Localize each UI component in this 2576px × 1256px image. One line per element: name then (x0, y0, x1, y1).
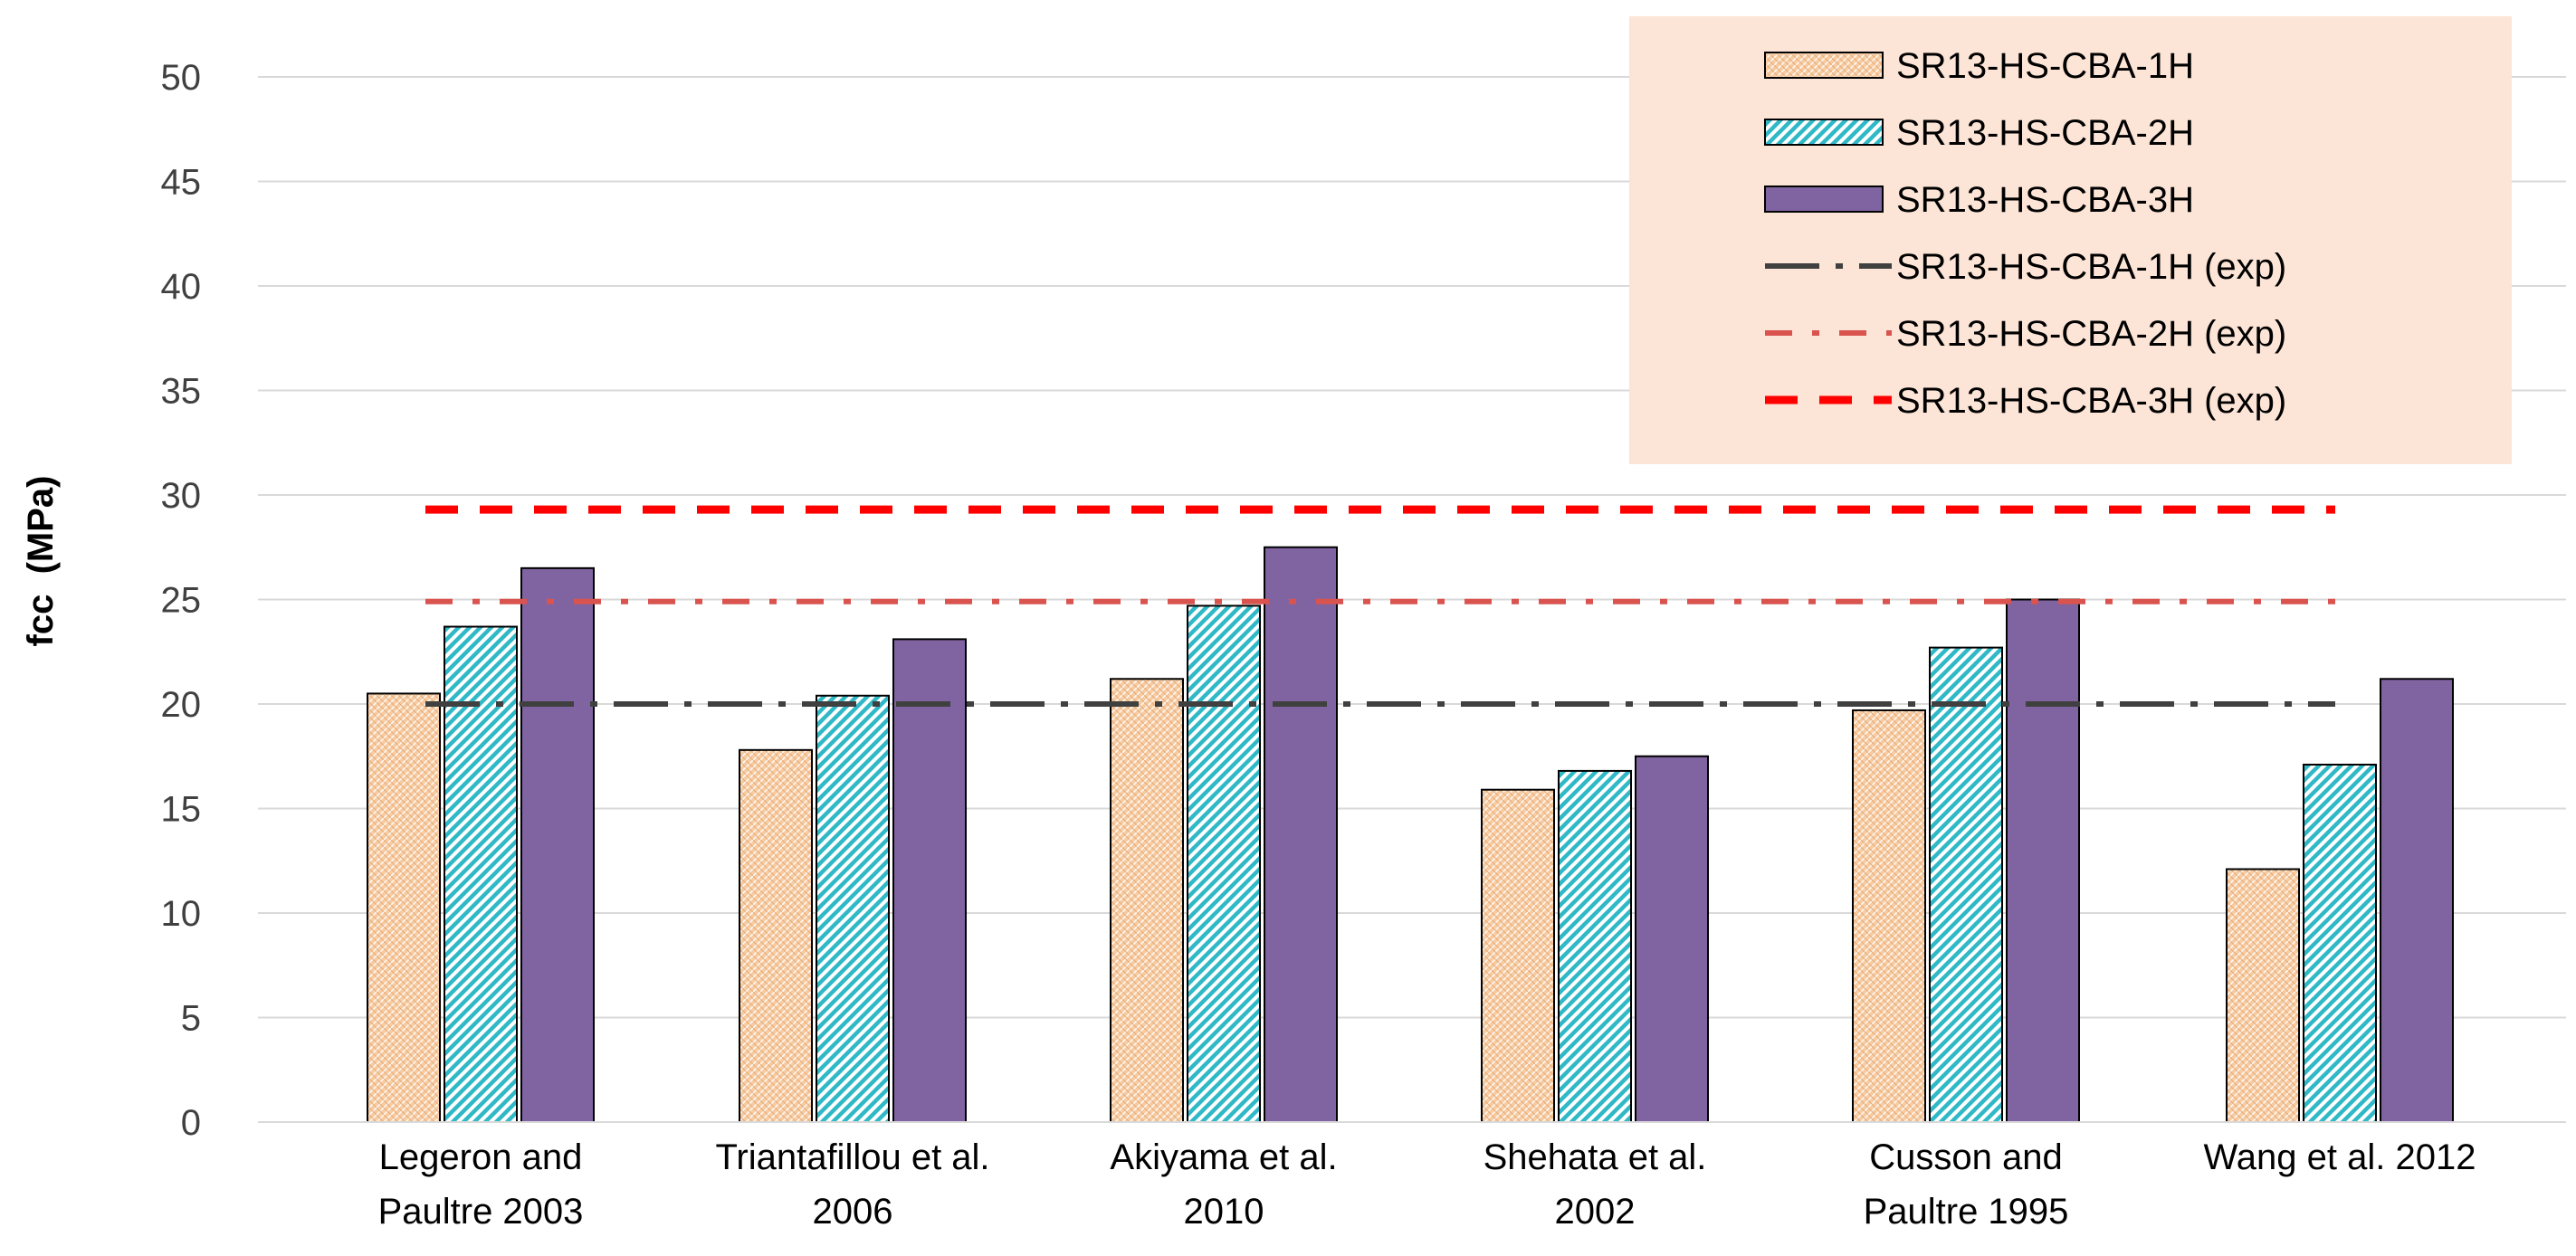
x-category-label: Akiyama et al. (1110, 1137, 1337, 1177)
x-category-label: Paultre 2003 (378, 1192, 584, 1232)
bar-series1-5 (1852, 709, 1926, 1123)
y-axis-ticks: 0 5 10 15 20 25 30 35 40 45 50 (161, 58, 202, 1143)
bar-series1-4 (1481, 788, 1555, 1124)
x-category-label: Triantafillou et al. (715, 1137, 989, 1177)
legend-label-ref3: SR13-HS-CBA-3H (exp) (1896, 381, 2286, 421)
legend-label-series3: SR13-HS-CBA-3H (1896, 180, 2194, 220)
bar-series1-2 (739, 748, 813, 1123)
y-tick-label: 25 (161, 581, 202, 621)
bar-series3-3 (1264, 546, 1338, 1123)
bar-series2-4 (1558, 769, 1632, 1123)
bar-series3-2 (892, 638, 967, 1123)
x-category-label: 2010 (1184, 1192, 1264, 1232)
bar-series1-6 (2226, 868, 2300, 1123)
x-category-label: Shehata et al. (1484, 1137, 1707, 1177)
bar-series3-4 (1635, 755, 1709, 1123)
bar-series1-1 (367, 692, 441, 1123)
y-tick-label: 10 (161, 894, 202, 934)
bar-series3-1 (520, 566, 595, 1123)
x-category-label: Paultre 1995 (1864, 1192, 2069, 1232)
legend-swatch-series1 (1764, 52, 1884, 79)
y-tick-label: 40 (161, 267, 202, 307)
y-tick-label: 0 (181, 1103, 201, 1143)
legend-label-series1: SR13-HS-CBA-1H (1896, 46, 2194, 86)
x-category-label: 2002 (1555, 1192, 1636, 1232)
legend-swatch-series2 (1764, 119, 1884, 146)
y-tick-label: 50 (161, 58, 202, 98)
bar-series3-6 (2380, 678, 2454, 1124)
legend-swatch-series3 (1764, 186, 1884, 213)
bar-series2-1 (444, 625, 518, 1123)
y-tick-label: 35 (161, 372, 202, 412)
y-axis-title: fcc (MPa) (21, 476, 61, 647)
bars (367, 546, 2454, 1124)
legend-label-ref1: SR13-HS-CBA-1H (exp) (1896, 247, 2286, 287)
y-tick-label: 30 (161, 476, 202, 516)
legend-background (1629, 16, 2512, 464)
bar-series2-5 (1929, 646, 2003, 1123)
x-category-label: Wang et al. 2012 (2204, 1137, 2476, 1177)
x-category-label: Legeron and (379, 1137, 583, 1177)
y-tick-label: 20 (161, 685, 202, 725)
legend: SR13-HS-CBA-1H SR13-HS-CBA-2H SR13-HS-CBA-… (1629, 16, 2512, 464)
bar-series2-2 (816, 694, 890, 1123)
y-tick-label: 15 (161, 790, 202, 830)
legend-label-ref2: SR13-HS-CBA-2H (exp) (1896, 314, 2286, 354)
x-category-label: Cusson and (1869, 1137, 2062, 1177)
bar-series1-3 (1110, 678, 1184, 1124)
bar-series2-6 (2303, 763, 2377, 1123)
bar-series2-3 (1187, 604, 1261, 1123)
legend-label-series2: SR13-HS-CBA-2H (1896, 113, 2194, 153)
y-tick-label: 5 (181, 999, 201, 1039)
y-tick-label: 45 (161, 163, 202, 203)
category-labels: Legeron and Paultre 2003 Triantafillou et … (378, 1137, 2476, 1232)
x-category-label: 2006 (813, 1192, 893, 1232)
reference-lines (425, 505, 2335, 707)
bar-series3-5 (2006, 598, 2080, 1123)
